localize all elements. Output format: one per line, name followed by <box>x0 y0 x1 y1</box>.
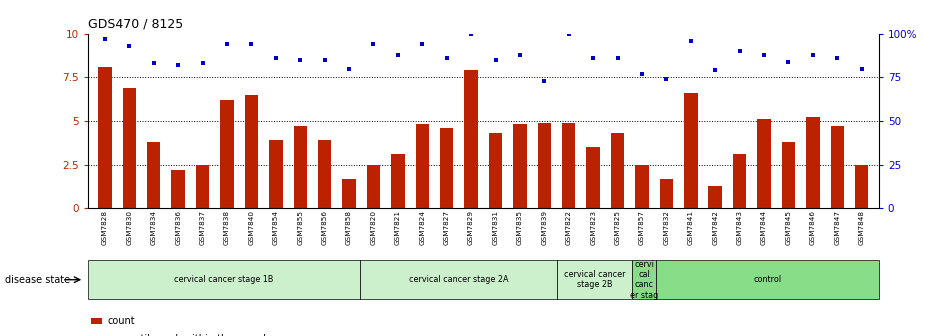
Bar <box>684 93 697 208</box>
Bar <box>806 118 820 208</box>
Bar <box>635 165 648 208</box>
Bar <box>513 124 526 208</box>
Bar <box>147 142 161 208</box>
Point <box>830 55 845 61</box>
Bar <box>782 142 796 208</box>
Point <box>733 48 747 54</box>
Point <box>512 52 527 57</box>
Point <box>439 55 454 61</box>
Point <box>610 55 625 61</box>
Bar <box>758 119 771 208</box>
Bar <box>610 133 624 208</box>
Point <box>684 38 698 43</box>
Bar <box>91 318 102 324</box>
Point <box>586 55 600 61</box>
Point <box>195 60 210 66</box>
Text: cervical cancer
stage 2B: cervical cancer stage 2B <box>563 270 625 289</box>
Point <box>317 57 332 62</box>
Point <box>415 41 430 47</box>
Text: control: control <box>754 275 782 284</box>
Bar <box>88 260 360 299</box>
Point <box>366 41 381 47</box>
Point <box>757 52 771 57</box>
Text: cervical cancer stage 1B: cervical cancer stage 1B <box>174 275 274 284</box>
Bar <box>831 126 844 208</box>
Point <box>536 78 551 83</box>
Bar <box>245 95 258 208</box>
Bar <box>464 70 478 208</box>
Bar <box>733 154 746 208</box>
Bar <box>586 147 600 208</box>
Bar <box>855 165 869 208</box>
Bar <box>562 123 575 208</box>
Bar <box>660 179 673 208</box>
Bar <box>558 260 632 299</box>
Text: disease state: disease state <box>5 275 69 285</box>
Bar <box>440 128 453 208</box>
Point <box>781 59 796 64</box>
Bar <box>342 179 356 208</box>
Bar <box>98 67 112 208</box>
Point <box>146 60 161 66</box>
Point <box>341 66 356 71</box>
Bar <box>269 140 282 208</box>
Point <box>293 57 308 62</box>
Point <box>244 41 259 47</box>
Bar <box>318 140 331 208</box>
Point <box>122 43 137 48</box>
Bar <box>488 133 502 208</box>
Bar <box>632 260 657 299</box>
Bar <box>709 185 722 208</box>
Bar <box>360 260 558 299</box>
Bar <box>415 124 429 208</box>
Bar <box>537 123 551 208</box>
Point <box>390 52 405 57</box>
Point <box>806 52 820 57</box>
Bar <box>196 165 209 208</box>
Text: percentile rank within the sample: percentile rank within the sample <box>107 334 272 336</box>
Point <box>268 55 283 61</box>
Point <box>635 71 649 77</box>
Bar <box>123 88 136 208</box>
Bar <box>657 260 879 299</box>
Point <box>171 62 186 68</box>
Point <box>708 68 722 73</box>
Point <box>219 41 234 47</box>
Text: cervical cancer stage 2A: cervical cancer stage 2A <box>409 275 509 284</box>
Point <box>855 66 870 71</box>
Point <box>488 57 503 62</box>
Bar <box>366 165 380 208</box>
Point <box>97 36 112 42</box>
Bar <box>220 100 234 208</box>
Text: count: count <box>107 316 135 326</box>
Text: cervi
cal
canc
er stag: cervi cal canc er stag <box>630 260 658 300</box>
Bar <box>391 154 404 208</box>
Point <box>659 76 673 82</box>
Bar <box>171 170 185 208</box>
Point <box>463 31 478 36</box>
Bar <box>293 126 307 208</box>
Text: GDS470 / 8125: GDS470 / 8125 <box>88 18 183 31</box>
Point <box>561 31 576 36</box>
